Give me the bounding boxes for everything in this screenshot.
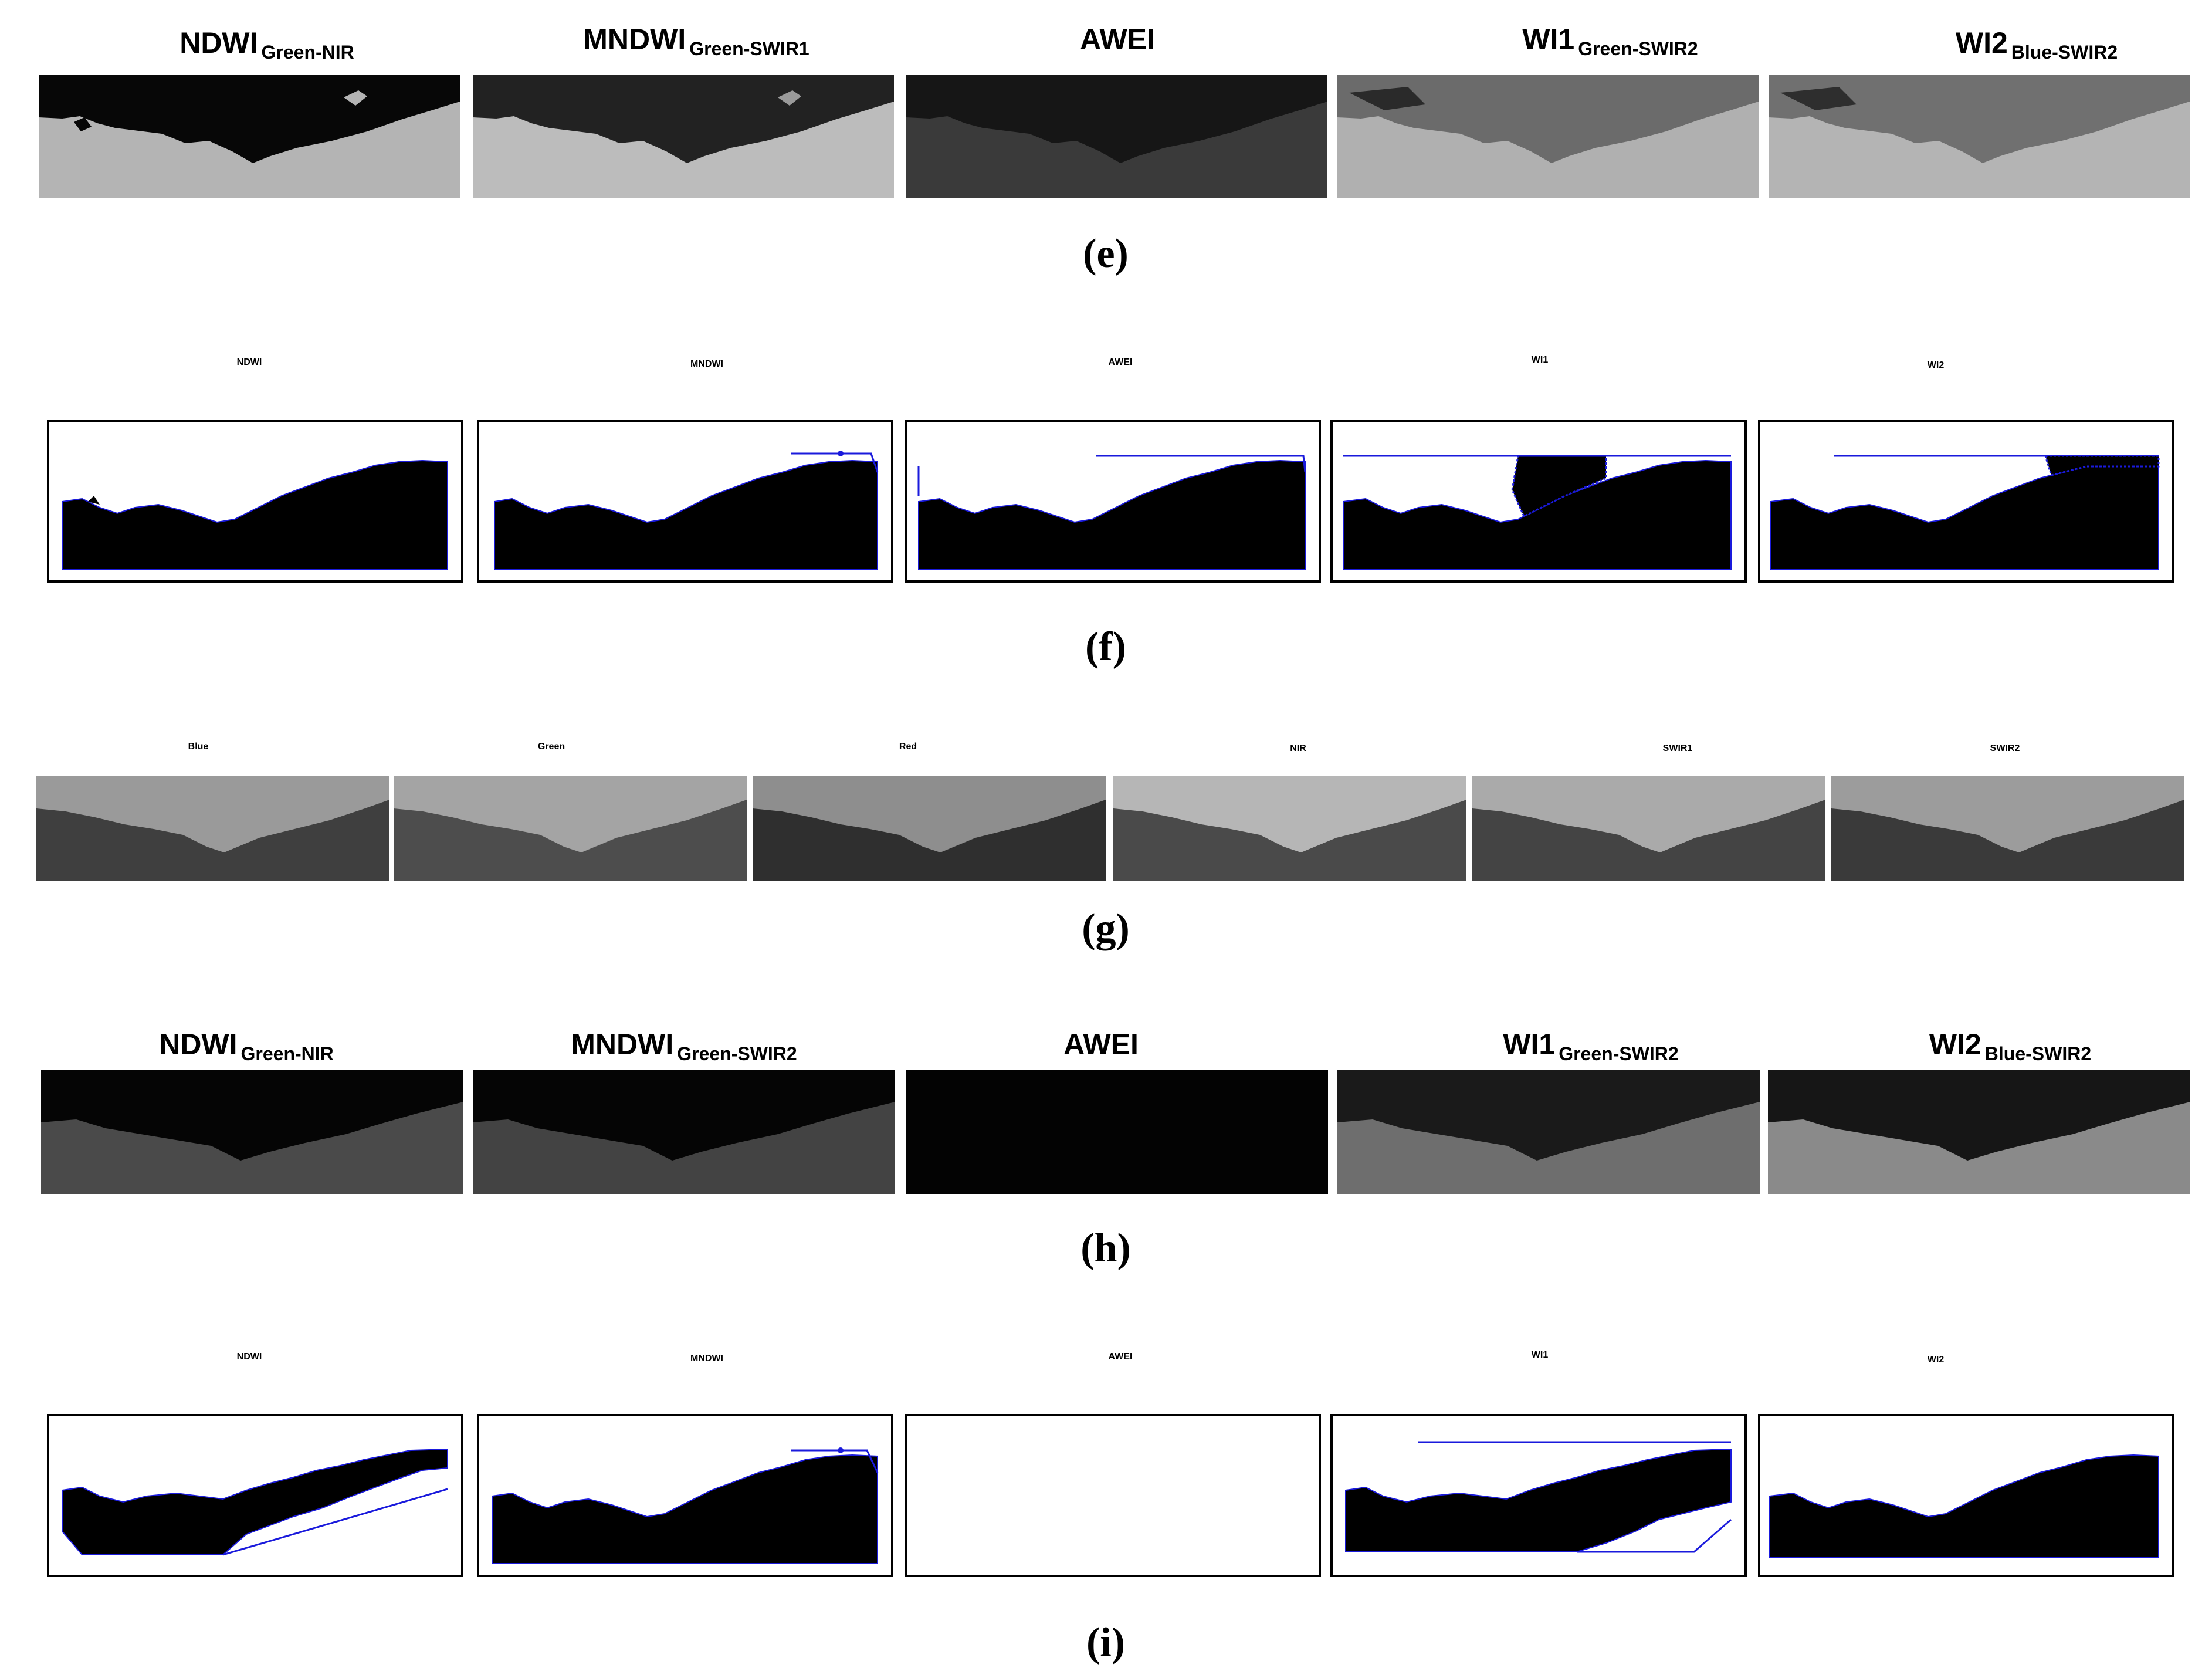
panel-h-awei [906,1070,1328,1194]
caption-g: (g) [1082,906,1130,951]
label-i-wi1: WI1 [1531,1350,1549,1360]
panel-h-wi2 [1768,1070,2190,1194]
panel-g-red [753,776,1106,881]
panel-i-mndwi [477,1414,893,1577]
label-f-mndwi: MNDWI [690,359,723,369]
label-h-mndwi: MNDWI Green-SWIR2 [571,1028,797,1064]
panel-e-mndwi [473,75,894,198]
label-i-wi2: WI2 [1927,1355,1945,1365]
panel-e-wi1 [1337,75,1759,198]
caption-i: (i) [1086,1620,1126,1665]
panel-f-wi2 [1758,420,2174,583]
panel-g-nir [1113,776,1466,881]
label-h-wi2: WI2 Blue-SWIR2 [1929,1028,2092,1064]
label-g-swir1: SWIR1 [1662,743,1693,753]
label-i-mndwi: MNDWI [690,1354,723,1364]
panel-g-swir1 [1472,776,1825,881]
caption-e: (e) [1083,231,1129,276]
panel-h-ndwi [41,1070,463,1194]
label-f-wi1: WI1 [1531,355,1549,365]
label-i-ndwi: NDWI [236,1352,262,1362]
panel-e-ndwi [39,75,460,198]
panel-h-wi1 [1337,1070,1760,1194]
label-e-wi1: WI1 Green-SWIR2 [1522,23,1698,59]
label-f-awei: AWEI [1108,357,1133,367]
label-g-blue: Blue [188,742,209,752]
label-h-awei: AWEI [1063,1028,1139,1061]
label-e-ndwi: NDWI Green-NIR [179,26,354,63]
label-e-mndwi: MNDWI Green-SWIR1 [583,23,809,59]
panel-i-awei [905,1414,1321,1577]
label-h-ndwi: NDWI Green-NIR [159,1028,334,1064]
label-e-awei: AWEI [1080,23,1155,56]
panel-h-mndwi [473,1070,895,1194]
panel-f-mndwi [477,420,893,583]
panel-i-wi1 [1330,1414,1747,1577]
caption-f: (f) [1085,624,1126,669]
label-g-green: Green [537,742,565,752]
caption-h: (h) [1080,1226,1131,1271]
label-f-wi2: WI2 [1927,360,1945,370]
panel-e-wi2 [1769,75,2190,198]
panel-g-green [394,776,747,881]
panel-i-ndwi [47,1414,463,1577]
panel-g-swir2 [1831,776,2184,881]
panel-g-blue [36,776,389,881]
panel-i-wi2 [1758,1414,2174,1577]
label-h-wi1: WI1 Green-SWIR2 [1503,1028,1679,1064]
panel-f-ndwi [47,420,463,583]
label-g-nir: NIR [1290,743,1306,753]
label-f-ndwi: NDWI [236,357,262,367]
panel-e-awei [906,75,1327,198]
panel-f-awei [905,420,1321,583]
label-i-awei: AWEI [1108,1352,1133,1362]
label-g-red: Red [899,742,917,752]
label-g-swir2: SWIR2 [1990,743,2020,753]
label-e-wi2: WI2 Blue-SWIR2 [1955,26,2118,63]
panel-f-wi1 [1330,420,1747,583]
